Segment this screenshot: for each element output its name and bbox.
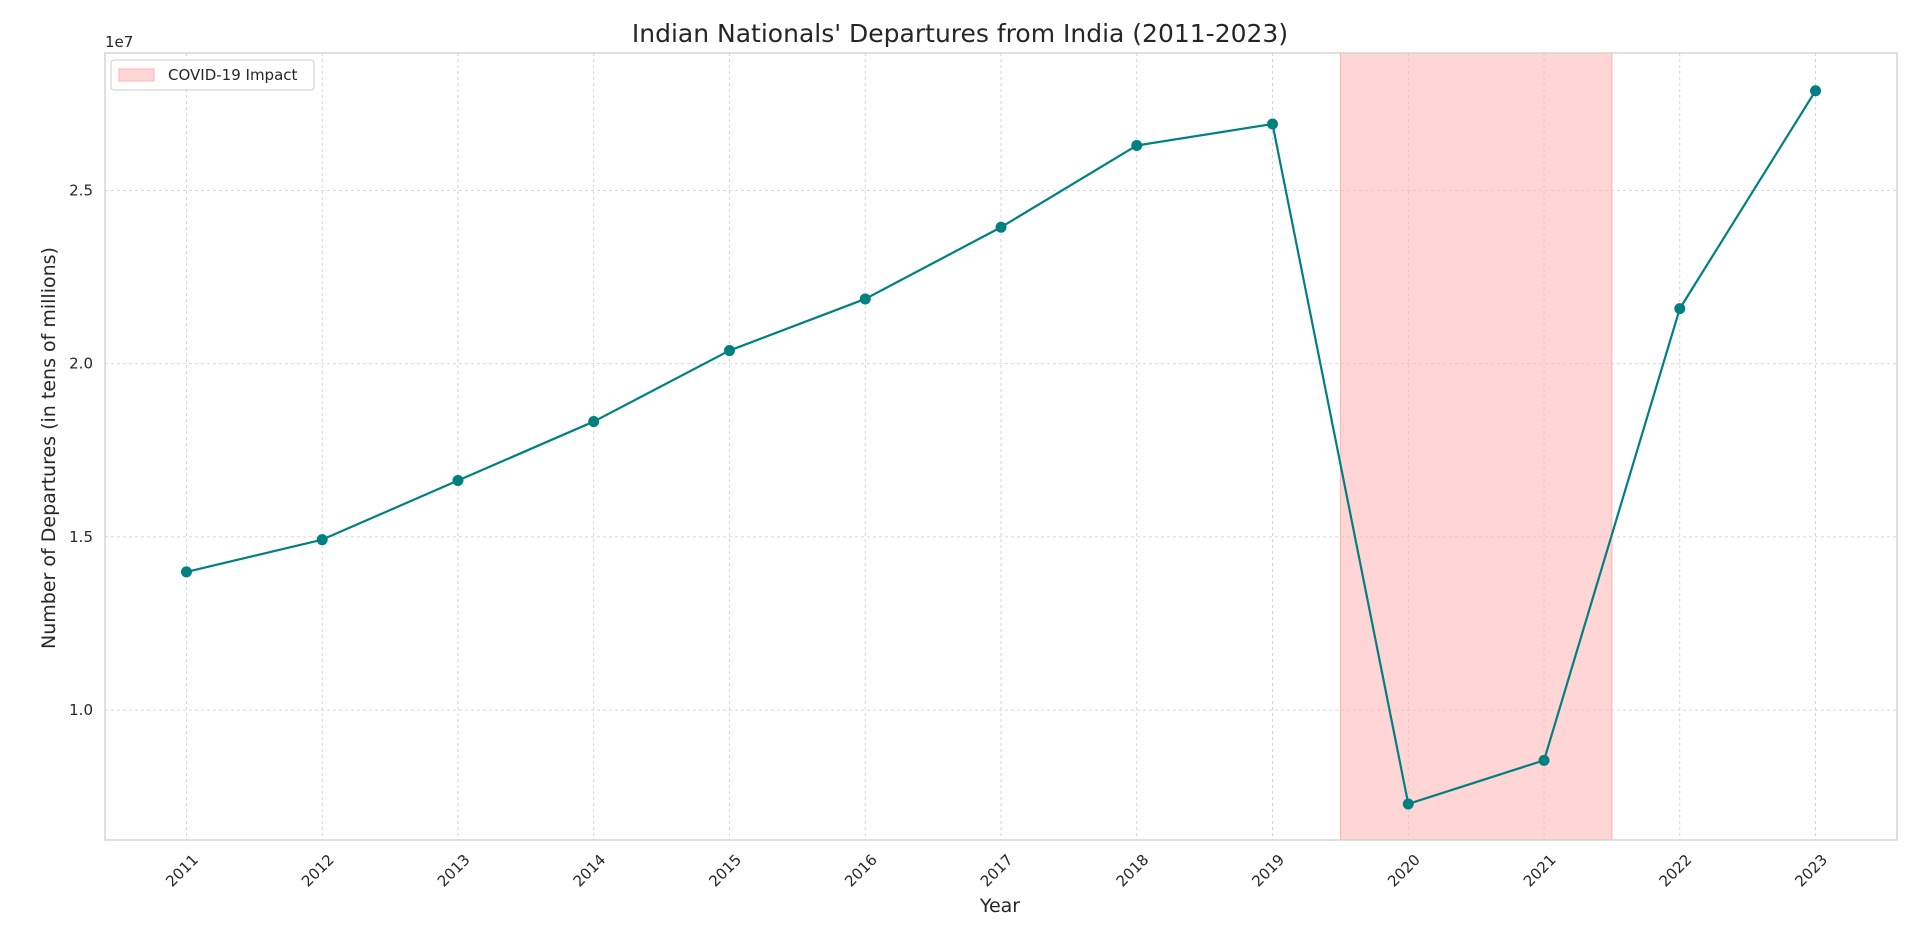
legend-label-covid-impact: COVID-19 Impact	[168, 66, 298, 84]
y-tick-label: 2.5	[69, 182, 93, 200]
data-point	[588, 416, 600, 428]
y-axis-offset-label: 1e7	[105, 33, 133, 51]
legend-frame	[110, 59, 315, 91]
y-tick-label: 2.0	[69, 355, 93, 373]
y-tick-label: 1.0	[69, 701, 93, 719]
data-point	[452, 474, 464, 486]
data-point	[1538, 754, 1550, 766]
data-point	[1131, 139, 1143, 151]
plot-frame	[104, 52, 1898, 841]
data-point	[859, 293, 871, 305]
data-point	[1402, 798, 1414, 810]
data-point	[1267, 118, 1279, 130]
data-point	[1810, 85, 1822, 97]
y-tick-label: 1.5	[69, 528, 93, 546]
data-point	[723, 345, 735, 357]
legend: COVID-19 Impact	[110, 59, 315, 91]
covid-impact-band	[1339, 52, 1613, 841]
data-point	[180, 566, 192, 578]
chart-title: Indian Nationals' Departures from India …	[632, 19, 1288, 48]
legend-swatch-covid-impact	[118, 68, 155, 82]
data-point	[995, 221, 1007, 233]
y-axis-label: Number of Departures (in tens of million…	[38, 247, 60, 649]
x-axis-label: Year	[979, 895, 1020, 917]
data-point	[316, 534, 328, 546]
data-point	[1674, 303, 1686, 315]
